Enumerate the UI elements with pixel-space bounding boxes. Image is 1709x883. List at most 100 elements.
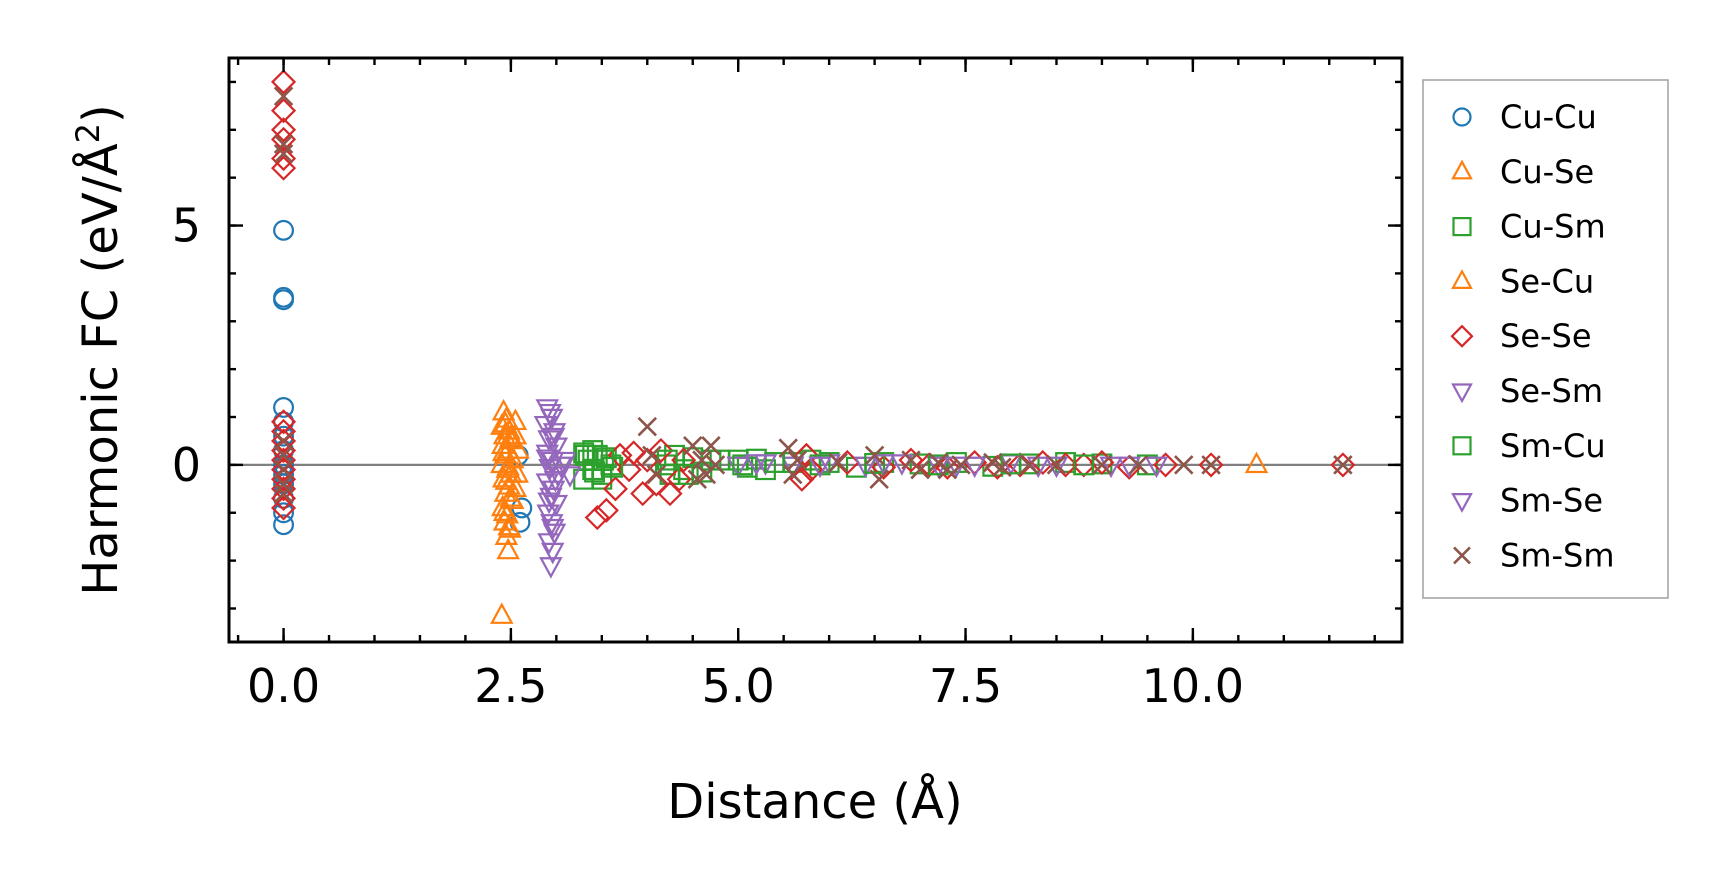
data-point	[793, 442, 819, 468]
data-point	[928, 452, 948, 473]
legend-label: Sm-Cu	[1500, 427, 1606, 465]
data-point	[648, 437, 674, 464]
x-tick-label: 5.0	[702, 659, 775, 713]
data-point	[828, 452, 848, 473]
data-point	[271, 485, 297, 511]
data-point	[983, 452, 1003, 473]
data-point	[537, 492, 561, 515]
data-point	[783, 464, 803, 485]
data-point	[602, 476, 629, 502]
data-point	[1333, 455, 1353, 475]
legend-marker	[1452, 107, 1472, 127]
legend-label: Cu-Se	[1500, 153, 1594, 191]
legend-entry: Cu-Sm	[1452, 208, 1606, 246]
legend-entry: Cu-Cu	[1452, 98, 1597, 136]
data-point	[1053, 452, 1079, 478]
tick-labels: 0.0 2.5 5.0 7.5 10.0 0 5	[172, 199, 1244, 713]
data-point	[787, 450, 808, 470]
data-point	[642, 445, 662, 466]
data-point	[871, 454, 896, 476]
data-point	[540, 542, 565, 565]
data-point	[705, 455, 726, 475]
data-point	[535, 444, 560, 467]
data-point	[744, 454, 769, 476]
data-point	[503, 408, 528, 431]
data-point	[496, 537, 520, 560]
legend-label: Se-Se	[1500, 317, 1592, 355]
data-point	[602, 456, 624, 478]
data-point	[542, 423, 567, 445]
data-point	[491, 439, 516, 462]
data-point	[537, 430, 561, 452]
legend-label: Cu-Sm	[1500, 208, 1606, 246]
data-point	[538, 459, 562, 481]
data-point	[937, 459, 958, 480]
legend-marker	[1450, 324, 1474, 348]
data-point	[505, 461, 530, 483]
legend-marker	[1451, 493, 1473, 513]
legend-label: Sm-Sm	[1500, 536, 1615, 574]
data-point	[273, 474, 294, 494]
data-point	[273, 425, 295, 447]
data-point	[1128, 455, 1149, 475]
legend-entry: Cu-Se	[1451, 153, 1594, 191]
x-tick-label: 0.0	[247, 659, 320, 713]
data-point	[1007, 452, 1033, 478]
x-axis-label: Distance (Å)	[667, 773, 962, 830]
data-point	[549, 456, 573, 479]
data-point	[683, 436, 703, 456]
data-point	[273, 445, 294, 466]
data-point	[1153, 452, 1179, 478]
data-point	[1026, 456, 1051, 479]
data-point	[271, 155, 297, 181]
data-point	[1073, 454, 1095, 476]
data-point	[646, 464, 667, 485]
data-point	[273, 431, 294, 451]
data-point	[593, 497, 619, 523]
data-point	[273, 134, 294, 154]
y-axis-label-end: )	[73, 104, 129, 123]
legend-entry: Se-Sm	[1451, 372, 1603, 410]
data-point	[1144, 456, 1169, 479]
legend-marker	[1452, 217, 1472, 237]
data-point	[273, 289, 295, 311]
data-point	[492, 499, 517, 522]
data-point	[490, 602, 514, 624]
data-point	[1092, 455, 1112, 475]
data-point	[1330, 452, 1356, 478]
data-point	[962, 456, 987, 479]
data-point	[271, 145, 297, 172]
data-point	[271, 409, 297, 435]
legend-label: Cu-Cu	[1500, 98, 1597, 136]
data-point	[499, 485, 523, 507]
y-tick-label: 5	[172, 199, 201, 253]
data-point	[271, 98, 297, 124]
data-point	[271, 117, 297, 143]
data-point	[910, 459, 930, 480]
data-point	[1019, 455, 1039, 475]
data-point	[273, 483, 294, 504]
data-point	[553, 451, 578, 474]
data-point	[273, 459, 294, 480]
y-axis-label: Harmonic FC (eV/Å2)	[69, 104, 129, 596]
data-point	[499, 425, 523, 447]
data-point	[544, 437, 569, 460]
data-point	[558, 466, 582, 488]
data-point	[273, 396, 295, 418]
data-point	[273, 502, 295, 524]
legend-entry: Se-Cu	[1451, 262, 1594, 300]
data-point	[864, 445, 885, 466]
legend-marker	[1451, 269, 1473, 289]
data-point	[506, 437, 530, 459]
data-point	[271, 457, 297, 483]
data-point	[494, 468, 519, 490]
data-point	[1198, 452, 1224, 478]
legend-entry: Sm-Se	[1451, 482, 1603, 520]
data-point	[273, 219, 295, 241]
data-point	[927, 454, 949, 476]
data-point	[808, 456, 832, 479]
data-point	[992, 457, 1012, 478]
legend-label: Sm-Se	[1500, 482, 1603, 520]
data-point	[701, 436, 721, 456]
plot-frame	[227, 56, 1404, 644]
